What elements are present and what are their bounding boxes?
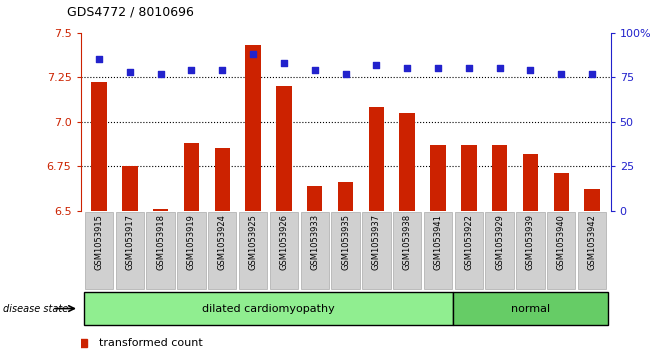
Text: GSM1053922: GSM1053922 xyxy=(464,214,473,270)
Point xyxy=(155,71,166,77)
FancyBboxPatch shape xyxy=(547,212,576,289)
Point xyxy=(433,65,444,71)
Text: disease state: disease state xyxy=(3,303,68,314)
FancyBboxPatch shape xyxy=(516,212,545,289)
Text: transformed count: transformed count xyxy=(99,338,203,348)
FancyBboxPatch shape xyxy=(146,212,175,289)
FancyBboxPatch shape xyxy=(331,212,360,289)
Text: GSM1053941: GSM1053941 xyxy=(433,214,442,270)
Text: GSM1053942: GSM1053942 xyxy=(588,214,597,270)
Text: GSM1053937: GSM1053937 xyxy=(372,214,381,270)
Text: GSM1053926: GSM1053926 xyxy=(279,214,289,270)
Bar xyxy=(91,82,107,211)
FancyBboxPatch shape xyxy=(424,212,452,289)
Text: GSM1053919: GSM1053919 xyxy=(187,214,196,270)
Point xyxy=(94,56,105,62)
Bar xyxy=(399,113,415,211)
FancyBboxPatch shape xyxy=(393,212,421,289)
Text: normal: normal xyxy=(511,303,550,314)
Point xyxy=(402,65,413,71)
Point xyxy=(309,67,320,73)
Bar xyxy=(215,148,230,211)
Bar xyxy=(461,145,476,211)
Text: GSM1053918: GSM1053918 xyxy=(156,214,165,270)
FancyBboxPatch shape xyxy=(208,212,236,289)
Point xyxy=(586,71,597,77)
Text: GSM1053935: GSM1053935 xyxy=(341,214,350,270)
Bar xyxy=(492,145,507,211)
FancyBboxPatch shape xyxy=(455,212,483,289)
Point xyxy=(556,71,567,77)
FancyBboxPatch shape xyxy=(454,292,607,325)
Point xyxy=(495,65,505,71)
Point xyxy=(464,65,474,71)
Text: GSM1053933: GSM1053933 xyxy=(310,214,319,270)
FancyBboxPatch shape xyxy=(301,212,329,289)
Point xyxy=(371,62,382,68)
FancyBboxPatch shape xyxy=(177,212,205,289)
Point xyxy=(525,67,536,73)
Bar xyxy=(554,173,569,211)
Bar xyxy=(276,86,292,211)
FancyBboxPatch shape xyxy=(486,212,514,289)
Bar xyxy=(430,145,446,211)
Point xyxy=(278,60,289,66)
Text: GSM1053939: GSM1053939 xyxy=(526,214,535,270)
Point xyxy=(217,67,227,73)
Bar xyxy=(184,143,199,211)
Point xyxy=(124,69,135,75)
Text: GSM1053925: GSM1053925 xyxy=(249,214,258,270)
Bar xyxy=(523,154,538,211)
Text: GSM1053929: GSM1053929 xyxy=(495,214,504,270)
Bar xyxy=(307,185,323,211)
Text: dilated cardiomyopathy: dilated cardiomyopathy xyxy=(202,303,335,314)
FancyBboxPatch shape xyxy=(115,212,144,289)
Bar xyxy=(584,189,600,211)
Text: GSM1053917: GSM1053917 xyxy=(125,214,134,270)
FancyBboxPatch shape xyxy=(578,212,607,289)
Bar xyxy=(153,209,168,211)
Bar xyxy=(338,182,353,211)
Point xyxy=(340,71,351,77)
FancyBboxPatch shape xyxy=(362,212,391,289)
Text: GSM1053938: GSM1053938 xyxy=(403,214,412,270)
Bar xyxy=(122,166,138,211)
FancyBboxPatch shape xyxy=(270,212,298,289)
Text: GDS4772 / 8010696: GDS4772 / 8010696 xyxy=(67,5,194,18)
Text: GSM1053915: GSM1053915 xyxy=(95,214,103,270)
Bar xyxy=(246,45,261,211)
Text: GSM1053924: GSM1053924 xyxy=(218,214,227,270)
FancyBboxPatch shape xyxy=(84,292,454,325)
Text: GSM1053940: GSM1053940 xyxy=(557,214,566,270)
FancyBboxPatch shape xyxy=(239,212,267,289)
Bar xyxy=(368,107,384,211)
Point xyxy=(186,67,197,73)
FancyBboxPatch shape xyxy=(85,212,113,289)
Point xyxy=(248,51,258,57)
